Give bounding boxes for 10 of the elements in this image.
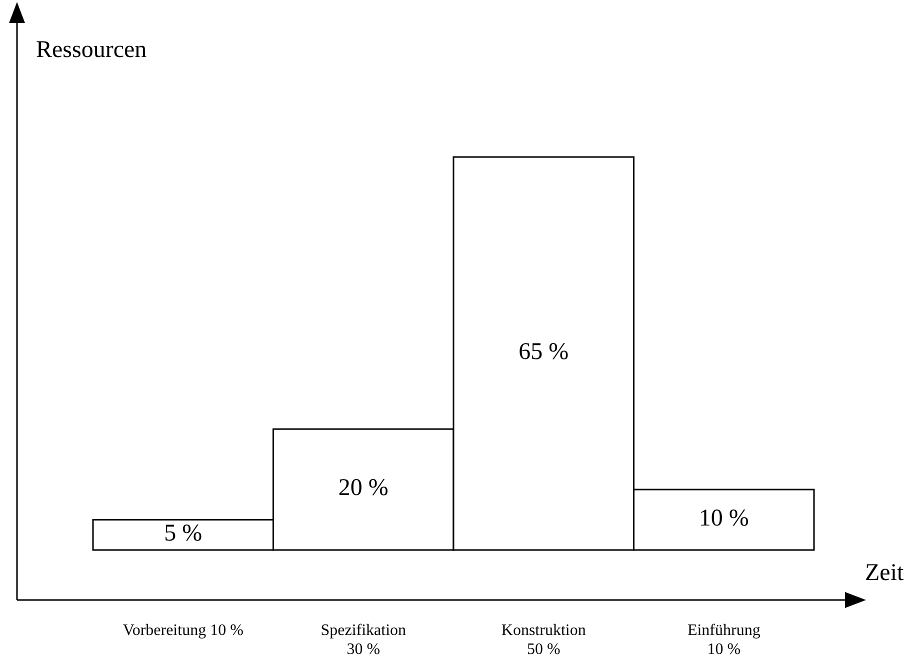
x-tick-label: Konstruktion 50 % (501, 622, 586, 658)
x-tick-label: Spezifikation 30 % (320, 622, 406, 658)
data-label: 20 % (338, 475, 388, 502)
data-label: 5 % (164, 520, 202, 546)
data-label: 65 % (518, 339, 569, 366)
data-label: 10 % (698, 505, 749, 532)
x-axis-title: Zeit (865, 560, 904, 586)
x-tick-label: Einführung 10 % (687, 622, 760, 658)
y-axis-title: Ressourcen (36, 37, 147, 63)
x-tick-label: Vorbereitung 10 % (122, 622, 244, 639)
